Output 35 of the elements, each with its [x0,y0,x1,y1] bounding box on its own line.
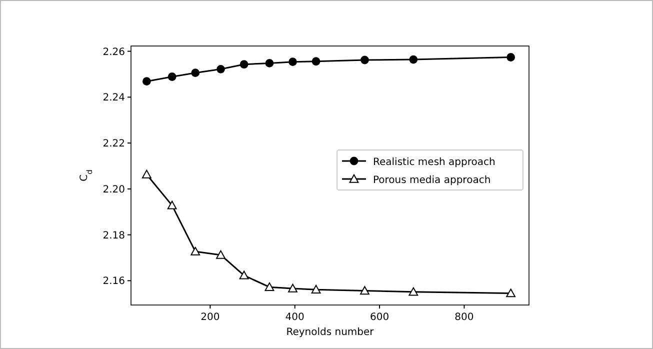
point [216,250,226,259]
y-tick-label: 2.26 [102,46,125,58]
point [191,68,200,78]
x-tick-label: 400 [285,312,304,323]
point [409,55,418,64]
point [167,200,177,210]
point [506,53,515,62]
point [506,288,516,298]
x-tick-label: 800 [454,312,474,323]
x-tick-label: 600 [370,312,390,323]
legend-label: Porous media approach [373,175,491,186]
point [265,59,274,68]
x-tick-label: 200 [200,312,220,323]
point [264,282,274,291]
point [142,170,152,178]
point [360,56,369,64]
y-tick-label: 2.18 [102,230,125,242]
legend-label: Realistic mesh approach [373,157,496,168]
point [240,60,248,69]
point [312,57,320,66]
point [239,270,249,280]
point [360,286,370,295]
point [142,77,151,86]
point [168,72,176,81]
x-axis-title: Reynolds number [286,327,375,338]
point [311,284,321,294]
point [408,287,418,296]
y-tick-label: 2.24 [102,92,125,104]
y-tick-label: 2.20 [102,184,125,196]
point [216,64,225,74]
point [288,284,298,292]
y-tick-label: 2.16 [102,276,125,288]
point [190,246,200,256]
point [288,58,297,66]
y-tick-label: 2.22 [102,138,125,150]
